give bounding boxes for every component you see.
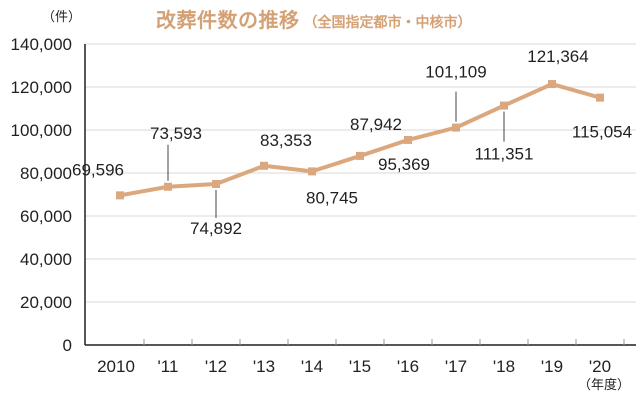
data-label: 73,593 <box>150 124 202 143</box>
data-label: 83,353 <box>260 131 312 150</box>
y-tick-label: 120,000 <box>11 78 72 97</box>
chart-title-main: 改葬件数の推移 <box>156 8 300 32</box>
data-marker <box>596 93 604 102</box>
y-tick-label: 140,000 <box>11 35 72 54</box>
chart-title-sub: （全国指定都市・中核市） <box>303 15 472 31</box>
data-marker <box>116 191 124 200</box>
y-axis-unit: （件） <box>42 10 82 25</box>
x-tick-label: '16 <box>397 357 419 376</box>
data-marker <box>164 182 172 191</box>
data-marker <box>212 179 220 188</box>
data-marker <box>308 167 316 176</box>
y-tick-label: 80,000 <box>20 164 72 183</box>
y-tick-label: 20,000 <box>20 293 72 312</box>
data-label: 121,364 <box>527 47 588 66</box>
x-tick-label: '18 <box>493 357 515 376</box>
data-label: 69,596 <box>72 160 124 179</box>
data-label: 95,369 <box>378 155 430 174</box>
x-tick-label: '11 <box>158 357 179 376</box>
data-label: 115,054 <box>572 123 632 142</box>
x-tick-label: '14 <box>301 357 323 376</box>
y-tick-label: 60,000 <box>20 207 72 226</box>
x-tick-label: '13 <box>253 357 275 376</box>
data-marker <box>356 151 364 160</box>
y-tick-label: 100,000 <box>11 121 72 140</box>
x-tick-label: '20 <box>589 357 611 376</box>
y-tick-label: 40,000 <box>20 250 72 269</box>
x-tick-label: '12 <box>205 357 227 376</box>
data-marker <box>500 101 508 110</box>
data-marker <box>404 135 412 144</box>
data-label: 74,892 <box>190 219 242 238</box>
x-tick-label: '19 <box>541 357 563 376</box>
data-label: 111,351 <box>475 145 534 164</box>
chart-title: 改葬件数の推移 （全国指定都市・中核市） <box>156 4 472 33</box>
data-label: 80,745 <box>306 188 358 207</box>
x-tick-label: '17 <box>445 357 467 376</box>
x-tick-label: '15 <box>349 357 371 376</box>
data-marker <box>548 80 556 89</box>
x-axis-unit: （年度） <box>578 378 631 393</box>
data-marker <box>260 161 268 170</box>
x-tick-label: 2010 <box>97 357 135 376</box>
data-label: 101,109 <box>425 63 486 82</box>
data-label: 87,942 <box>350 115 402 134</box>
y-tick-label: 0 <box>63 336 72 355</box>
data-marker <box>452 123 460 132</box>
